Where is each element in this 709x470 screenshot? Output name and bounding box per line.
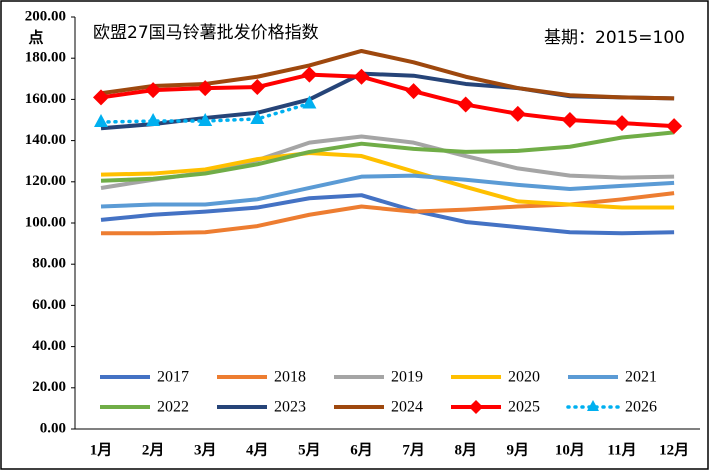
marker — [250, 110, 265, 124]
x-tick-label: 2月 — [142, 441, 165, 458]
y-tick-label: 140.00 — [25, 132, 66, 148]
y-tick-label: 200.00 — [25, 8, 66, 24]
legend-label: 2026 — [625, 399, 657, 416]
legend-label: 2020 — [508, 369, 540, 386]
marker — [457, 96, 474, 113]
series-line — [100, 48, 675, 101]
series-line — [100, 150, 675, 210]
x-tick-label: 3月 — [194, 441, 217, 458]
x-tick-label: 9月 — [507, 441, 530, 458]
marker — [145, 82, 162, 99]
marker — [94, 114, 108, 128]
series-line — [100, 173, 675, 209]
marker — [509, 105, 526, 122]
legend-label: 2024 — [391, 399, 423, 416]
y-tick-label: 120.00 — [25, 173, 66, 189]
y-tick-label: 40.00 — [32, 338, 66, 354]
y-tick-label: 100.00 — [25, 214, 66, 230]
annotation: 基期：2015=100 — [544, 28, 685, 48]
series-line — [100, 193, 675, 236]
legend-label: 2019 — [391, 369, 423, 386]
marker — [197, 80, 214, 97]
legend-marker — [469, 400, 483, 414]
y-tick-label: 60.00 — [32, 297, 66, 313]
y-tick-label: 0.00 — [40, 420, 66, 436]
legend-label: 2021 — [625, 369, 657, 386]
y-tick-label: 20.00 — [32, 379, 66, 395]
x-tick-label: 7月 — [402, 441, 425, 458]
y-tick-label: 160.00 — [25, 91, 66, 107]
chart-title: 欧盟27国马铃薯批发价格指数 — [93, 23, 319, 43]
marker — [405, 83, 422, 100]
x-tick-label: 4月 — [246, 441, 269, 458]
series-line — [100, 130, 675, 183]
marker — [146, 113, 161, 127]
legend-label: 2018 — [274, 369, 306, 386]
marker — [353, 68, 370, 85]
marker — [249, 79, 266, 96]
legend-label: 2023 — [274, 399, 306, 416]
marker — [301, 66, 318, 83]
x-tick-label: 1月 — [90, 441, 113, 458]
x-tick-label: 8月 — [454, 441, 477, 458]
legend-label: 2022 — [157, 399, 189, 416]
x-tick-label: 10月 — [555, 441, 585, 458]
marker — [666, 118, 683, 135]
y-tick-label: 180.00 — [25, 50, 66, 66]
marker — [302, 95, 317, 109]
x-tick-label: 5月 — [298, 441, 321, 458]
legend-label: 2017 — [157, 369, 189, 386]
legend-marker — [587, 400, 599, 411]
x-tick-label: 12月 — [659, 441, 689, 458]
y-axis-label: 点 — [28, 29, 43, 47]
marker — [198, 113, 213, 127]
legend-label: 2025 — [508, 399, 540, 416]
marker — [93, 89, 109, 106]
x-tick-label: 11月 — [607, 441, 636, 458]
marker — [561, 112, 578, 128]
marker — [614, 115, 630, 132]
y-tick-label: 80.00 — [32, 256, 66, 272]
x-tick-label: 6月 — [350, 441, 373, 458]
series-line — [100, 72, 675, 129]
